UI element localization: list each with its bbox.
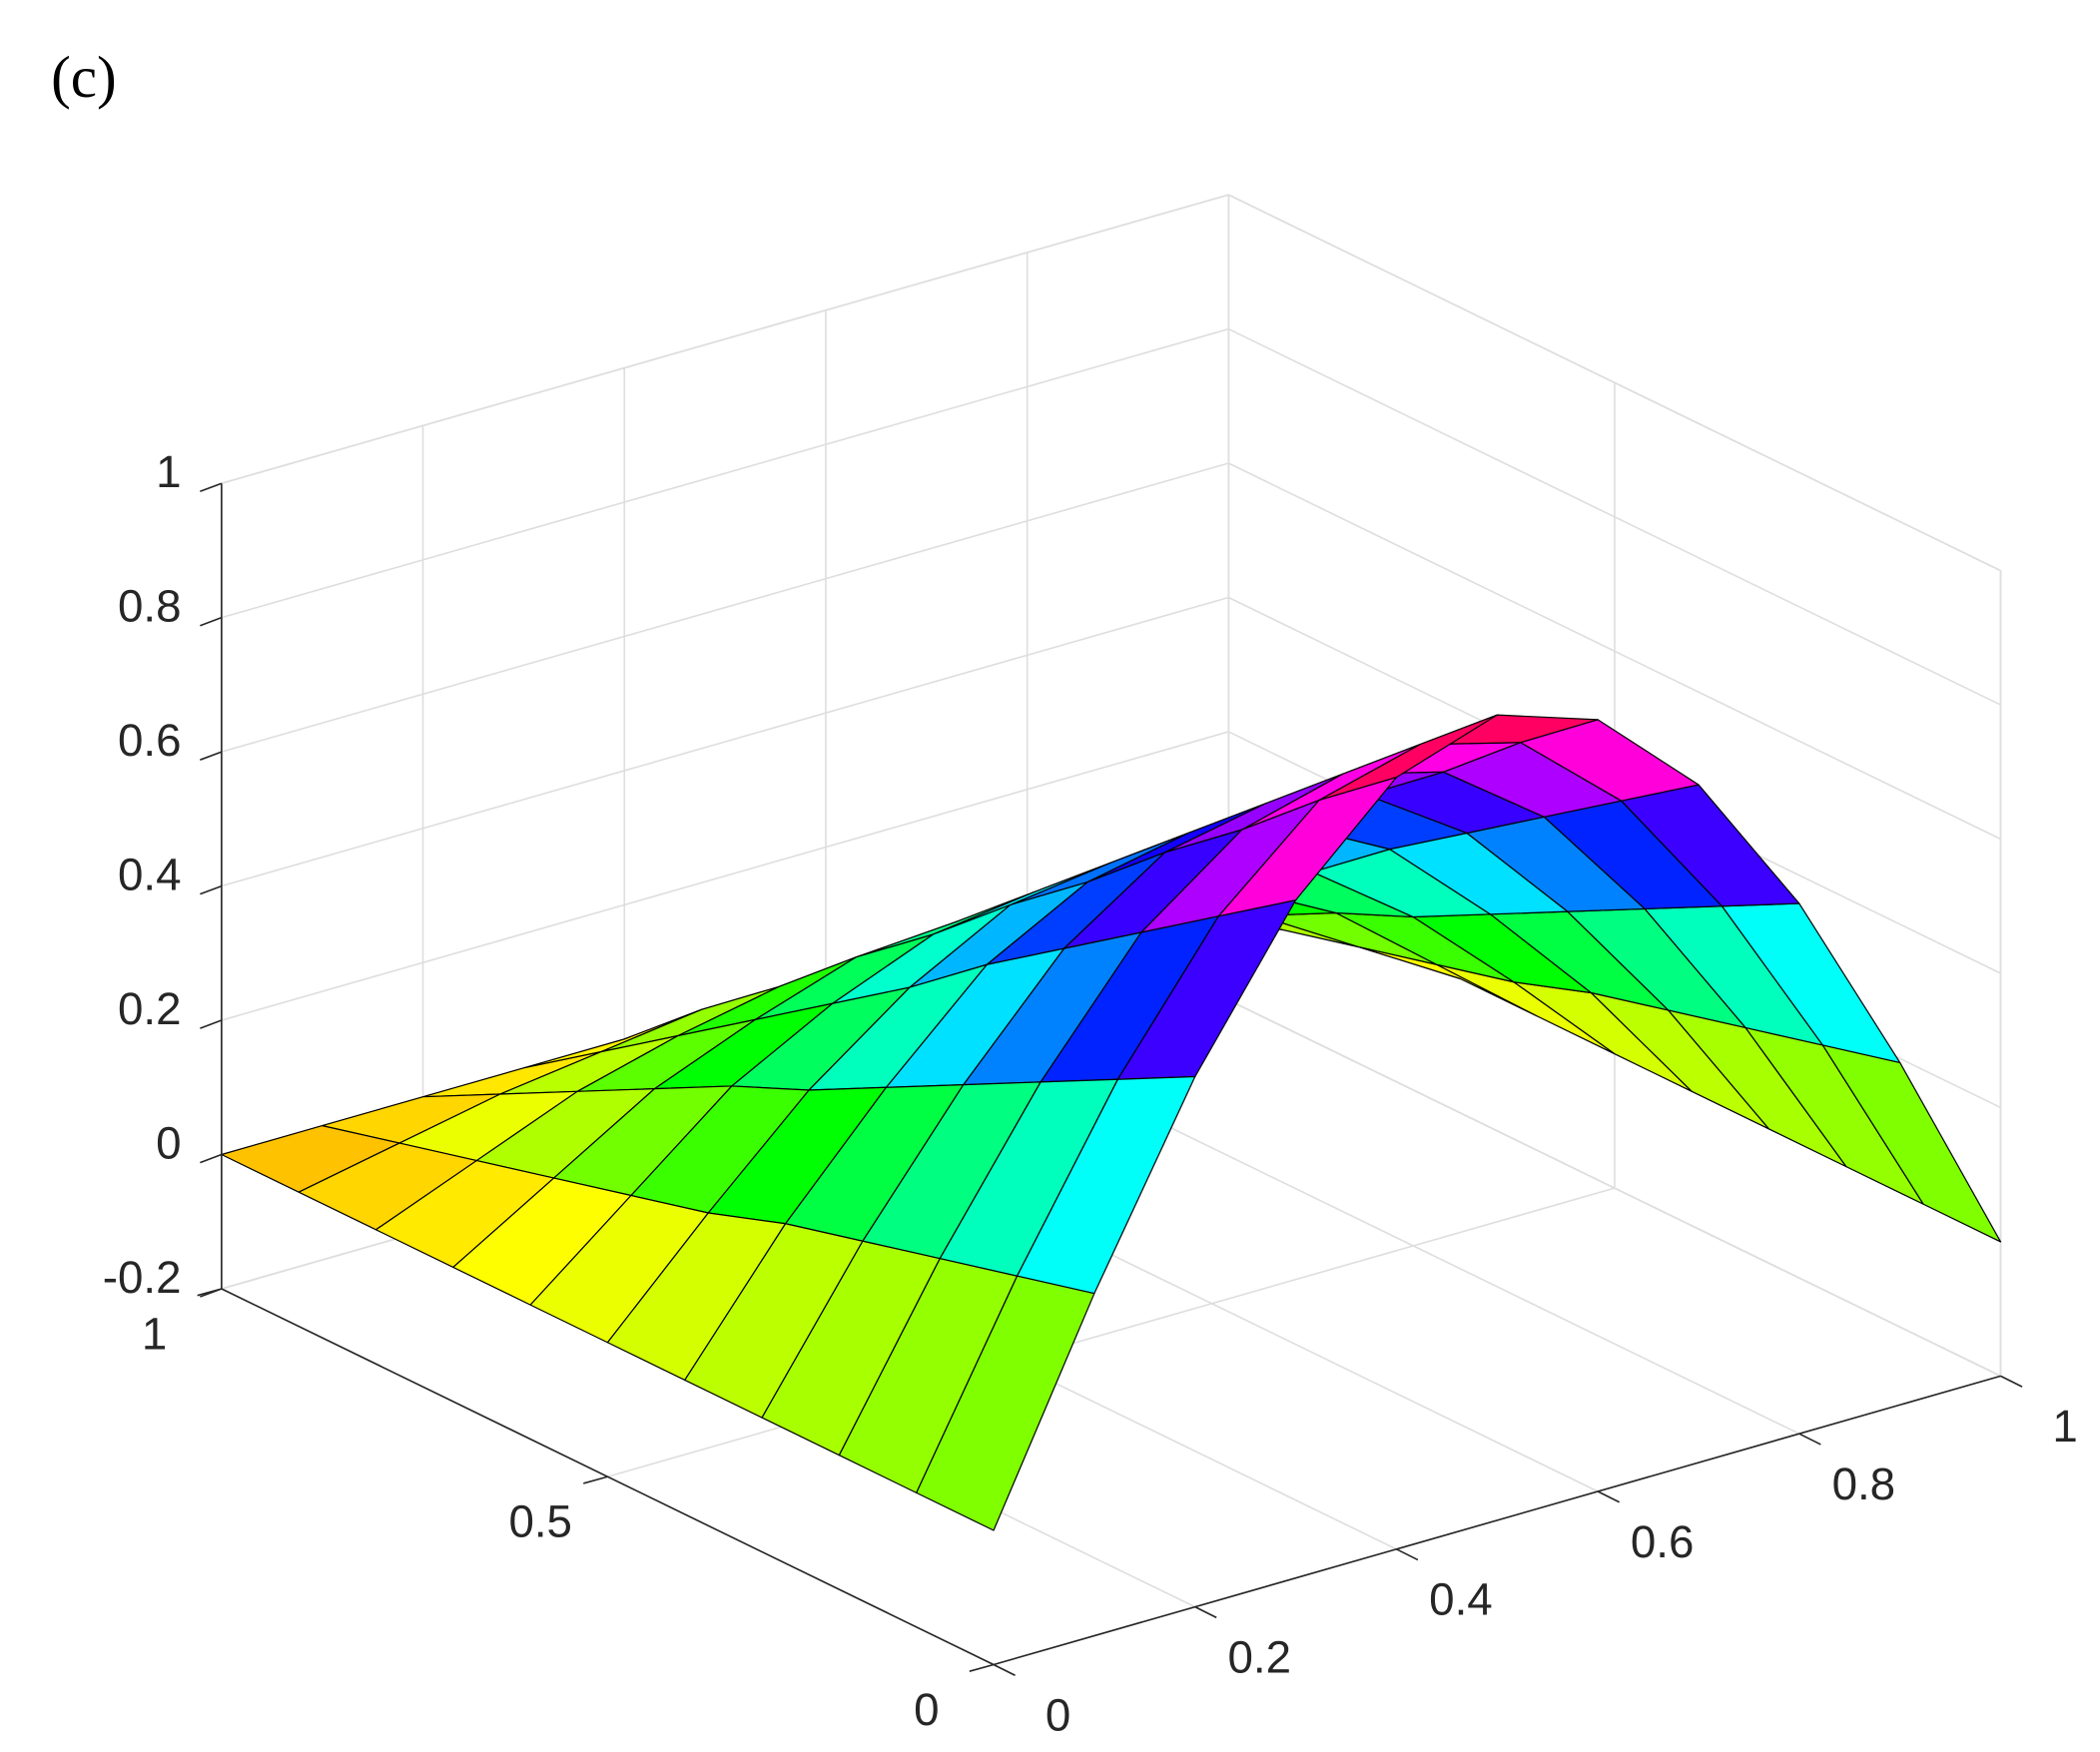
- x-tick: [1194, 1605, 1217, 1619]
- z-tick-label: 0.4: [118, 850, 182, 900]
- x-tick-label: 0: [1046, 1689, 1070, 1740]
- x-axis: [993, 1375, 2001, 1666]
- grid-line: [221, 327, 1229, 619]
- x-tick-label: 0.8: [1832, 1459, 1896, 1509]
- x-tick: [2000, 1375, 2023, 1388]
- x-tick: [993, 1663, 1016, 1676]
- grid-line: [221, 731, 1229, 1021]
- y-tick-label: 0: [914, 1684, 939, 1735]
- z-tick: [200, 616, 223, 627]
- z-tick: [200, 1153, 223, 1164]
- x-tick-label: 0.6: [1631, 1516, 1695, 1567]
- grid-line: [221, 462, 1229, 753]
- y-tick: [969, 1663, 995, 1672]
- z-tick-label: 0.2: [118, 983, 182, 1034]
- z-tick: [200, 482, 223, 493]
- axes: -0.2 0 0.2 0.4 0.6 0.8 1 0 0.2 0.4 0.6 0.8 1 0 0.5 1: [103, 446, 2078, 1740]
- z-tick-label: -0.2: [103, 1252, 182, 1303]
- y-tick-label: 1: [142, 1308, 167, 1359]
- z-tick-label: 0.8: [118, 581, 182, 632]
- x-tick: [1597, 1490, 1620, 1503]
- z-tick: [200, 751, 223, 761]
- surface: [221, 714, 2002, 1531]
- x-tick: [1798, 1433, 1821, 1446]
- y-tick-label: 0.5: [508, 1496, 572, 1547]
- z-tick: [200, 884, 223, 895]
- grid-line: [221, 194, 1229, 484]
- y-tick: [583, 1475, 608, 1484]
- z-tick-label: 0.6: [118, 715, 182, 766]
- x-tick-label: 1: [2052, 1401, 2077, 1452]
- z-tick-label: 0: [156, 1118, 181, 1169]
- y-tick: [197, 1288, 223, 1297]
- x-tick: [1396, 1548, 1419, 1561]
- x-tick-label: 0.4: [1429, 1574, 1493, 1625]
- z-tick: [200, 1019, 223, 1029]
- grid-line: [607, 1187, 1616, 1477]
- z-tick-label: 1: [156, 446, 181, 497]
- x-tick-label: 0.2: [1227, 1632, 1291, 1683]
- surface-cell: [916, 1275, 1095, 1531]
- grid-line: [221, 596, 1229, 887]
- panel-label: (c): [51, 44, 117, 110]
